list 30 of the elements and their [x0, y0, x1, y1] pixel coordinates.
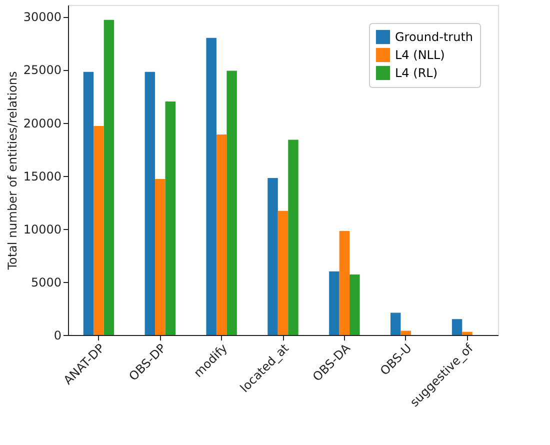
bar	[83, 72, 94, 335]
bar	[155, 179, 166, 335]
bar	[288, 140, 298, 335]
y-tick-label: 10000	[23, 222, 62, 236]
bar	[226, 70, 237, 335]
bar	[452, 319, 462, 335]
bar	[104, 20, 114, 335]
y-tick-label: 30000	[23, 10, 62, 24]
legend-label: L4 (NLL)	[395, 48, 445, 62]
y-axis-title: Total number of entities/relations	[5, 71, 20, 271]
bar	[339, 231, 350, 335]
bar	[390, 312, 401, 335]
bar	[144, 72, 156, 335]
legend-label: L4 (RL)	[395, 66, 438, 80]
bar	[278, 210, 288, 335]
bar	[462, 332, 472, 335]
y-tick-label: 25000	[23, 63, 62, 78]
y-tick-label: 5000	[30, 275, 62, 290]
bar	[216, 134, 227, 335]
y-tick-label: 15000	[23, 169, 62, 184]
y-tick-label: 0	[54, 328, 62, 342]
bar	[268, 178, 278, 335]
bar	[350, 274, 360, 335]
bar	[400, 330, 411, 335]
legend-label: Ground-truth	[395, 30, 474, 44]
bar	[206, 38, 216, 335]
bar	[94, 126, 104, 335]
y-tick-label: 20000	[23, 116, 62, 130]
bar	[165, 102, 176, 335]
bar	[329, 271, 340, 335]
